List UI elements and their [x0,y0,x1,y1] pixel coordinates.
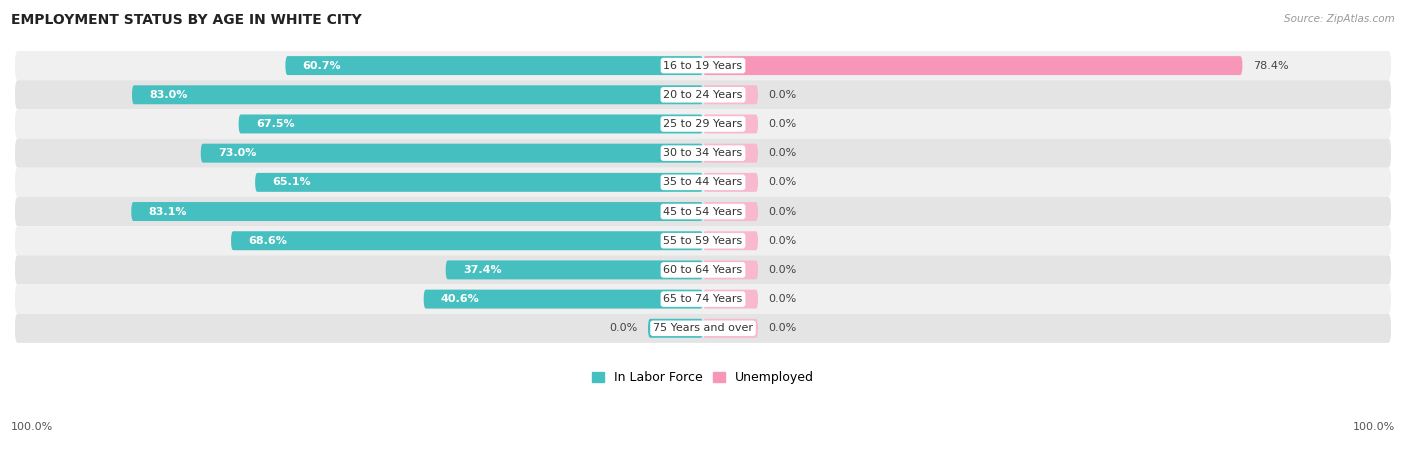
Text: 100.0%: 100.0% [1353,422,1395,432]
Text: 55 to 59 Years: 55 to 59 Years [664,236,742,246]
Text: 65 to 74 Years: 65 to 74 Years [664,294,742,304]
Text: 0.0%: 0.0% [768,207,797,216]
FancyBboxPatch shape [703,319,758,338]
Text: 35 to 44 Years: 35 to 44 Years [664,177,742,187]
FancyBboxPatch shape [703,261,758,279]
FancyBboxPatch shape [703,231,758,250]
Text: 0.0%: 0.0% [609,323,638,333]
Text: 83.0%: 83.0% [149,90,187,100]
FancyBboxPatch shape [132,86,703,104]
FancyBboxPatch shape [15,51,1391,80]
Text: 37.4%: 37.4% [463,265,502,275]
FancyBboxPatch shape [15,284,1391,314]
FancyBboxPatch shape [15,255,1391,284]
Legend: In Labor Force, Unemployed: In Labor Force, Unemployed [586,366,820,389]
Text: 16 to 19 Years: 16 to 19 Years [664,61,742,71]
Text: 0.0%: 0.0% [768,294,797,304]
FancyBboxPatch shape [254,173,703,192]
Text: 67.5%: 67.5% [256,119,294,129]
FancyBboxPatch shape [703,144,758,162]
Text: 40.6%: 40.6% [441,294,479,304]
Text: 0.0%: 0.0% [768,119,797,129]
FancyBboxPatch shape [231,231,703,250]
Text: Source: ZipAtlas.com: Source: ZipAtlas.com [1284,14,1395,23]
Text: 45 to 54 Years: 45 to 54 Years [664,207,742,216]
FancyBboxPatch shape [15,314,1391,343]
Text: 0.0%: 0.0% [768,265,797,275]
Text: 83.1%: 83.1% [149,207,187,216]
Text: 100.0%: 100.0% [11,422,53,432]
FancyBboxPatch shape [15,168,1391,197]
FancyBboxPatch shape [15,226,1391,255]
Text: 65.1%: 65.1% [273,177,311,187]
Text: 75 Years and over: 75 Years and over [652,323,754,333]
FancyBboxPatch shape [703,114,758,134]
FancyBboxPatch shape [446,261,703,279]
Text: 60.7%: 60.7% [302,61,342,71]
FancyBboxPatch shape [131,202,703,221]
FancyBboxPatch shape [703,56,1243,75]
Text: 20 to 24 Years: 20 to 24 Years [664,90,742,100]
Text: 68.6%: 68.6% [249,236,287,246]
FancyBboxPatch shape [703,86,758,104]
Text: 30 to 34 Years: 30 to 34 Years [664,148,742,158]
Text: 60 to 64 Years: 60 to 64 Years [664,265,742,275]
Text: 0.0%: 0.0% [768,90,797,100]
Text: 25 to 29 Years: 25 to 29 Years [664,119,742,129]
Text: 78.4%: 78.4% [1253,61,1288,71]
FancyBboxPatch shape [423,290,703,309]
Text: 0.0%: 0.0% [768,177,797,187]
FancyBboxPatch shape [15,139,1391,168]
FancyBboxPatch shape [15,197,1391,226]
FancyBboxPatch shape [15,109,1391,139]
Text: 0.0%: 0.0% [768,148,797,158]
Text: 0.0%: 0.0% [768,323,797,333]
FancyBboxPatch shape [15,80,1391,109]
FancyBboxPatch shape [201,144,703,162]
FancyBboxPatch shape [703,173,758,192]
Text: EMPLOYMENT STATUS BY AGE IN WHITE CITY: EMPLOYMENT STATUS BY AGE IN WHITE CITY [11,14,361,27]
Text: 0.0%: 0.0% [768,236,797,246]
FancyBboxPatch shape [648,319,703,338]
FancyBboxPatch shape [239,114,703,134]
Text: 73.0%: 73.0% [218,148,256,158]
FancyBboxPatch shape [703,290,758,309]
FancyBboxPatch shape [285,56,703,75]
FancyBboxPatch shape [703,202,758,221]
